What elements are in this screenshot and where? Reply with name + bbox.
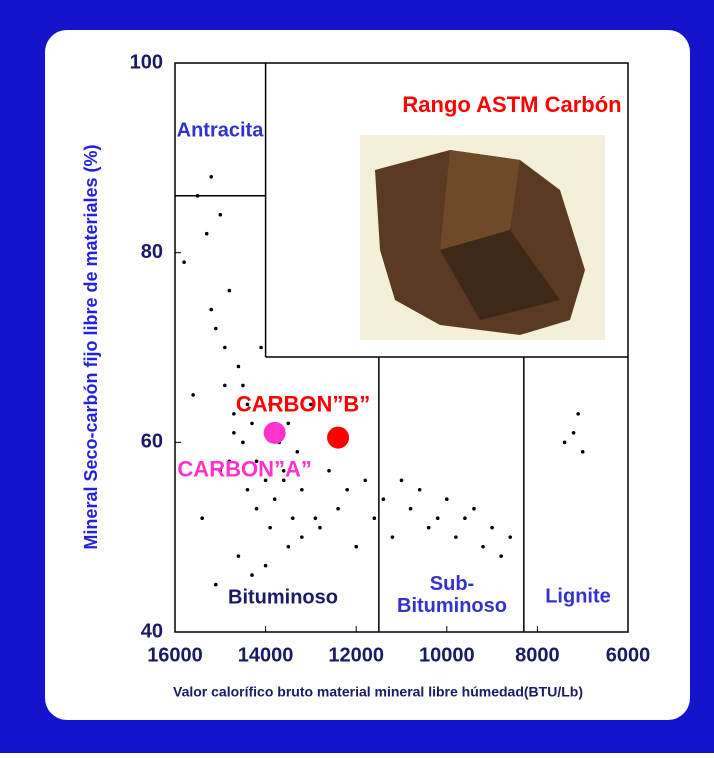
data-point [314,516,318,520]
data-point [273,497,277,501]
data-point [219,213,223,217]
x-axis-label: Valor calorífico bruto material mineral … [173,684,583,700]
region-label: Antracita [177,119,265,141]
region-label-line: Sub- [430,573,474,595]
data-point [445,497,449,501]
data-point [409,507,413,511]
y-tick-label: 80 [141,241,163,263]
data-point [268,526,272,530]
data-point [209,308,213,312]
data-point [436,516,440,520]
data-point [237,554,241,558]
region-label-line: Bituminoso [397,595,507,617]
data-point [581,450,585,454]
data-point [255,507,259,511]
data-point [223,346,227,350]
data-point [572,431,576,435]
data-point [576,412,580,416]
data-point [463,516,467,520]
y-tick-label: 60 [141,431,163,453]
panel [45,30,690,720]
data-point [508,535,512,539]
data-point [259,346,263,350]
data-point [209,175,213,179]
data-point [296,450,300,454]
point-label: CARBON”B” [236,391,370,416]
data-point [191,393,195,397]
data-point [382,497,386,501]
data-point [490,526,494,530]
data-point [563,441,567,445]
data-point [481,545,485,549]
data-point [250,422,254,426]
y-tick-label: 40 [141,620,163,642]
data-point [241,441,245,445]
data-point [223,384,227,388]
data-point [264,564,268,568]
data-point [354,545,358,549]
data-point [300,488,304,492]
data-point [345,488,349,492]
region-label: Lignite [545,585,611,607]
data-point [250,573,254,577]
x-tick-label: 16000 [147,644,203,666]
data-point [418,488,422,492]
data-point [196,194,200,198]
data-point [472,507,476,511]
x-tick-label: 6000 [606,644,651,666]
data-point [318,526,322,530]
data-point [241,384,245,388]
data-point [182,260,186,264]
data-point [327,469,331,473]
data-point [300,535,304,539]
y-tick-label: 100 [130,51,163,73]
highlight-point [327,427,349,449]
data-point [400,478,404,482]
data-point [373,516,377,520]
highlight-point [264,422,286,444]
data-point [391,535,395,539]
data-point [454,535,458,539]
data-point [246,488,250,492]
x-tick-label: 12000 [328,644,384,666]
chart-title: Rango ASTM Carbón [402,92,621,117]
data-point [286,545,290,549]
x-tick-label: 10000 [419,644,475,666]
data-point [205,232,209,236]
coal-photo [360,135,605,340]
data-point [228,289,232,293]
page: Rango ASTM Carbón Valor calorífico bruto… [0,0,714,753]
data-point [286,422,290,426]
data-point [336,507,340,511]
data-point [237,365,241,369]
x-tick-label: 14000 [238,644,294,666]
data-point [214,327,218,331]
x-tick-label: 8000 [515,644,560,666]
data-point [499,554,503,558]
data-point [363,478,367,482]
data-point [427,526,431,530]
data-point [232,431,236,435]
data-point [291,516,295,520]
y-axis-label: Mineral Seco-carbón fijo libre de materi… [81,144,101,549]
point-label: CARBON”A” [177,457,311,482]
region-label: Bituminoso [228,586,338,608]
data-point [200,516,204,520]
data-point [214,583,218,587]
